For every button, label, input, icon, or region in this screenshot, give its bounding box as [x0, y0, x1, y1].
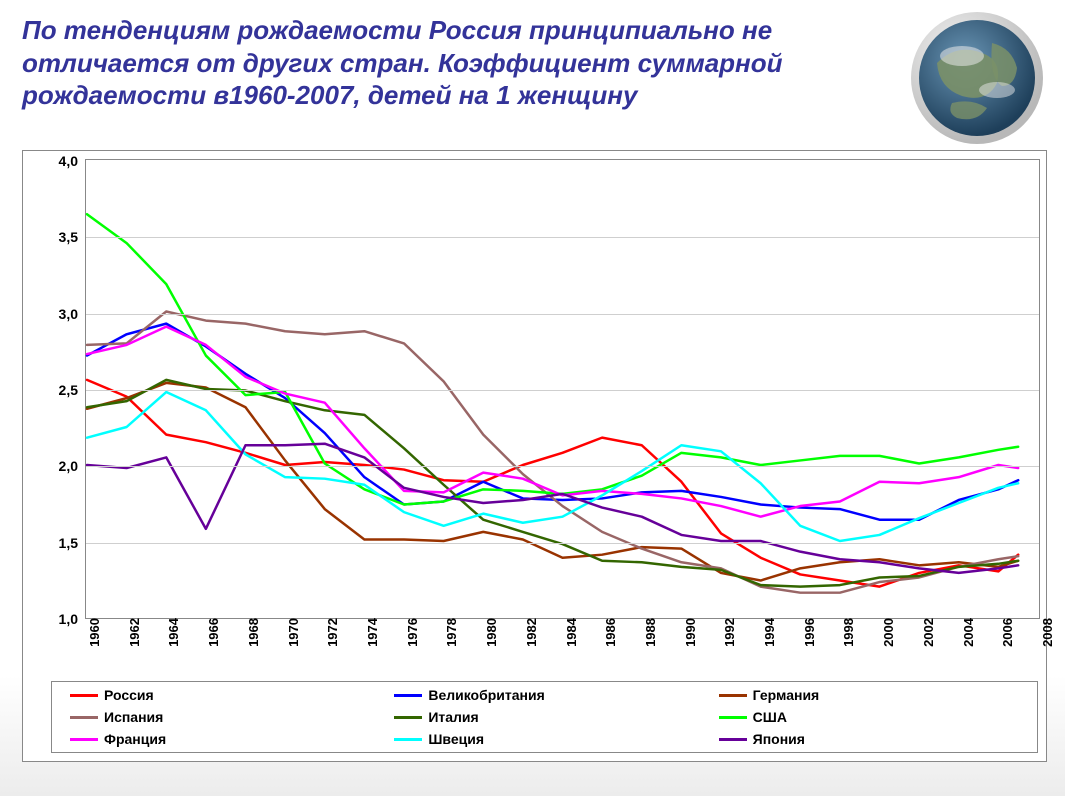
- gridline: [86, 466, 1039, 467]
- legend-item: Великобритания: [382, 687, 706, 703]
- page-title: По тенденциям рождаемости Россия принцип…: [22, 14, 915, 112]
- x-tick-label: 2002: [917, 618, 936, 647]
- x-tick-label: 1974: [361, 618, 380, 647]
- series-line: [87, 311, 1018, 592]
- legend-label: Испания: [104, 709, 163, 725]
- x-tick-label: 1962: [123, 618, 142, 647]
- legend-item: Россия: [58, 687, 382, 703]
- y-tick-label: 1,5: [59, 535, 86, 551]
- gridline: [86, 543, 1039, 544]
- legend-swatch: [394, 738, 422, 741]
- y-tick-label: 2,0: [59, 458, 86, 474]
- legend-label: Великобритания: [428, 687, 544, 703]
- x-tick-label: 1992: [718, 618, 737, 647]
- x-tick-label: 1988: [639, 618, 658, 647]
- legend-swatch: [719, 738, 747, 741]
- x-tick-label: 1966: [202, 618, 221, 647]
- legend-swatch: [70, 738, 98, 741]
- x-tick-label: 1972: [321, 618, 340, 647]
- legend-item: Германия: [707, 687, 1031, 703]
- legend-item: Италия: [382, 709, 706, 725]
- chart-container: 1,0 1,5 2,0 2,5 3,0 3,5 4,0 1960 1962 1964 1966 196…: [22, 150, 1047, 762]
- legend-swatch: [394, 716, 422, 719]
- legend-label: Япония: [753, 731, 805, 747]
- legend-label: Германия: [753, 687, 820, 703]
- x-tick-label: 1996: [798, 618, 817, 647]
- x-tick-label: 1990: [679, 618, 698, 647]
- globe-icon: [907, 8, 1047, 148]
- legend-swatch: [719, 694, 747, 697]
- y-tick-label: 3,5: [59, 229, 86, 245]
- y-tick-label: 1,0: [59, 611, 86, 627]
- legend-item: Япония: [707, 731, 1031, 747]
- series-line: [87, 327, 1018, 517]
- legend-item: Швеция: [382, 731, 706, 747]
- legend-swatch: [719, 716, 747, 719]
- x-tick-label: 1960: [83, 618, 102, 647]
- x-tick-label: 1976: [401, 618, 420, 647]
- legend-swatch: [394, 694, 422, 697]
- x-tick-label: 1970: [282, 618, 301, 647]
- x-tick-label: 1980: [480, 618, 499, 647]
- legend-item: Франция: [58, 731, 382, 747]
- x-tick-label: 2006: [996, 618, 1015, 647]
- legend-label: США: [753, 709, 787, 725]
- legend-label: Россия: [104, 687, 154, 703]
- x-tick-label: 1984: [560, 618, 579, 647]
- legend-label: Франция: [104, 731, 166, 747]
- legend-item: США: [707, 709, 1031, 725]
- gridline: [86, 314, 1039, 315]
- legend-swatch: [70, 694, 98, 697]
- legend-label: Швеция: [428, 731, 484, 747]
- x-tick-label: 1982: [520, 618, 539, 647]
- legend: Россия Великобритания Германия Испания Итали…: [51, 681, 1038, 753]
- legend-item: Испания: [58, 709, 382, 725]
- chart-lines: [86, 160, 1039, 618]
- x-tick-label: 1986: [599, 618, 618, 647]
- gridline: [86, 237, 1039, 238]
- x-tick-label: 2000: [877, 618, 896, 647]
- x-tick-label: 1964: [162, 618, 181, 647]
- legend-swatch: [70, 716, 98, 719]
- y-tick-label: 2,5: [59, 382, 86, 398]
- gridline: [86, 390, 1039, 391]
- x-tick-label: 1968: [242, 618, 261, 647]
- y-tick-label: 3,0: [59, 306, 86, 322]
- x-tick-label: 1994: [758, 618, 777, 647]
- plot-area: 1,01,52,02,53,03,54,01960196219641966196…: [85, 159, 1040, 619]
- x-tick-label: 1998: [837, 618, 856, 647]
- x-tick-label: 2004: [957, 618, 976, 647]
- legend-label: Италия: [428, 709, 478, 725]
- x-tick-label: 1978: [440, 618, 459, 647]
- y-tick-label: 4,0: [59, 153, 86, 169]
- globe-decoration: [907, 8, 1047, 148]
- x-tick-label: 2008: [1036, 618, 1055, 647]
